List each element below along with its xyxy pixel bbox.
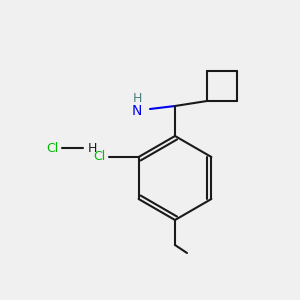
Text: Cl: Cl [46,142,58,154]
Text: Cl: Cl [93,149,106,163]
Text: H: H [87,142,97,154]
Text: N: N [132,104,142,118]
Text: H: H [133,92,142,106]
